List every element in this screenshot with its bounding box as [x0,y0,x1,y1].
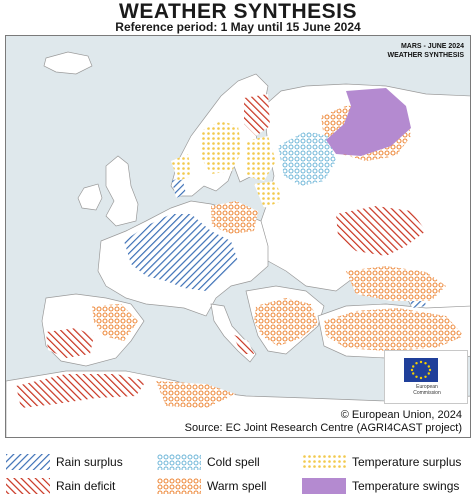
temp-surplus-zone-norway [171,154,192,181]
map-canvas [6,51,470,437]
map-corner-label-1: MARS - JUNE 2024 [400,43,464,50]
rain-deficit-zone-russia [336,206,426,256]
legend-label-temperature-swings: Temperature swings [352,479,460,493]
cold-spell-zone [278,131,336,186]
map-corner-label-2: WEATHER SYNTHESIS [387,52,465,59]
temp-surplus-zone-finland [246,136,276,181]
temp-surplus-zone-sweden [200,121,242,174]
warm-spell-zone-ukraine [346,266,446,301]
eu-logo-text: European Commission [389,384,465,396]
warm-spell-zone-baltic [211,201,258,234]
temperature-surplus-swatch [302,454,346,470]
temp-surplus-zone-baltic [254,181,282,208]
weather-zones [16,88,464,408]
temperature-swings-swatch [302,478,346,494]
rain-deficit-swatch [6,478,50,494]
legend-label-rain-deficit: Rain deficit [56,479,116,493]
legend-label-temperature-surplus: Temperature surplus [352,455,462,469]
cold-spell-swatch [157,454,201,470]
legend-label-cold-spell: Cold spell [207,455,260,469]
rain-deficit-zone-iberia [46,328,94,358]
warm-spell-zone-turkey [324,308,464,351]
rain-deficit-zone-finland [244,94,270,136]
iceland-shape [43,51,93,75]
map-legend: Rain surplus Rain deficit Cold spell War… [0,440,476,500]
rain-surplus-zone-central [124,214,238,291]
warm-spell-zone-africa [156,381,236,408]
great-britain-shape [105,155,139,227]
eu-stars-icon [410,360,432,380]
legend-label-warm-spell: Warm spell [207,479,267,493]
european-commission-logo: European Commission [384,350,468,404]
eu-logo-text-line2: Commission [413,390,441,396]
eu-flag-icon [404,358,438,382]
map-title: WEATHER SYNTHESIS [119,0,357,23]
rain-surplus-swatch [6,454,50,470]
temp-swings-zone [326,88,411,156]
warm-spell-zone-iberia [92,304,138,341]
source-text: Source: EC Joint Research Centre (AGRI4C… [184,422,462,434]
rain-deficit-zone-maghreb [16,374,146,408]
warm-spell-swatch [157,478,201,494]
legend-label-rain-surplus: Rain surplus [56,455,123,469]
warm-spell-zone-balkans [254,298,318,346]
rain-deficit-zone-italy [232,334,254,354]
rain-surplus-zone-scandinavia [172,176,186,198]
copyright-text: © European Union, 2024 [340,409,462,421]
europe-map: MARS - JUNE 2024 WEATHER SYNTHESIS Europ… [5,35,471,438]
ireland-shape [77,183,103,211]
eu-logo-text-line1: European [416,384,438,390]
map-subtitle: Reference period: 1 May until 15 June 20… [115,20,361,34]
